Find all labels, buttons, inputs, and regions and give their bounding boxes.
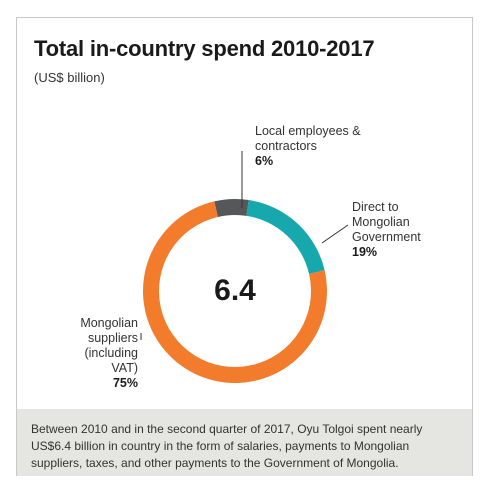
chart-title: Total in-country spend 2010-2017 <box>34 36 375 61</box>
slice-label-line: suppliers <box>88 331 138 345</box>
footer-note: Between 2010 and in the second quarter o… <box>17 409 472 476</box>
slice-label-line: Government <box>352 230 421 244</box>
slice-label-line: Mongolian <box>352 215 410 229</box>
leader-line-government <box>321 224 349 244</box>
chart-card: Total in-country spend 2010-2017 (US$ bi… <box>16 17 473 476</box>
slice-label-line: (including <box>84 346 138 360</box>
slice-label-line: contractors <box>255 139 317 153</box>
slice-percent-local-employees: 6% <box>255 154 273 168</box>
donut-slice-government <box>246 200 325 274</box>
chart-subtitle: (US$ billion) <box>34 70 105 85</box>
donut-slice-local-employees <box>214 199 249 217</box>
center-total-value: 6.4 <box>214 274 256 307</box>
slice-percent-suppliers: 75% <box>113 376 138 390</box>
slice-label-line: Direct to <box>352 200 399 214</box>
slice-label-line: Mongolian <box>80 316 138 330</box>
slice-label-line: Local employees & <box>255 124 361 138</box>
donut-chart: 6.4 Local employees &contractors6%Direct… <box>80 124 421 390</box>
donut-slices <box>143 199 328 383</box>
slice-percent-government: 19% <box>352 245 377 259</box>
slice-label-line: VAT) <box>111 361 138 375</box>
